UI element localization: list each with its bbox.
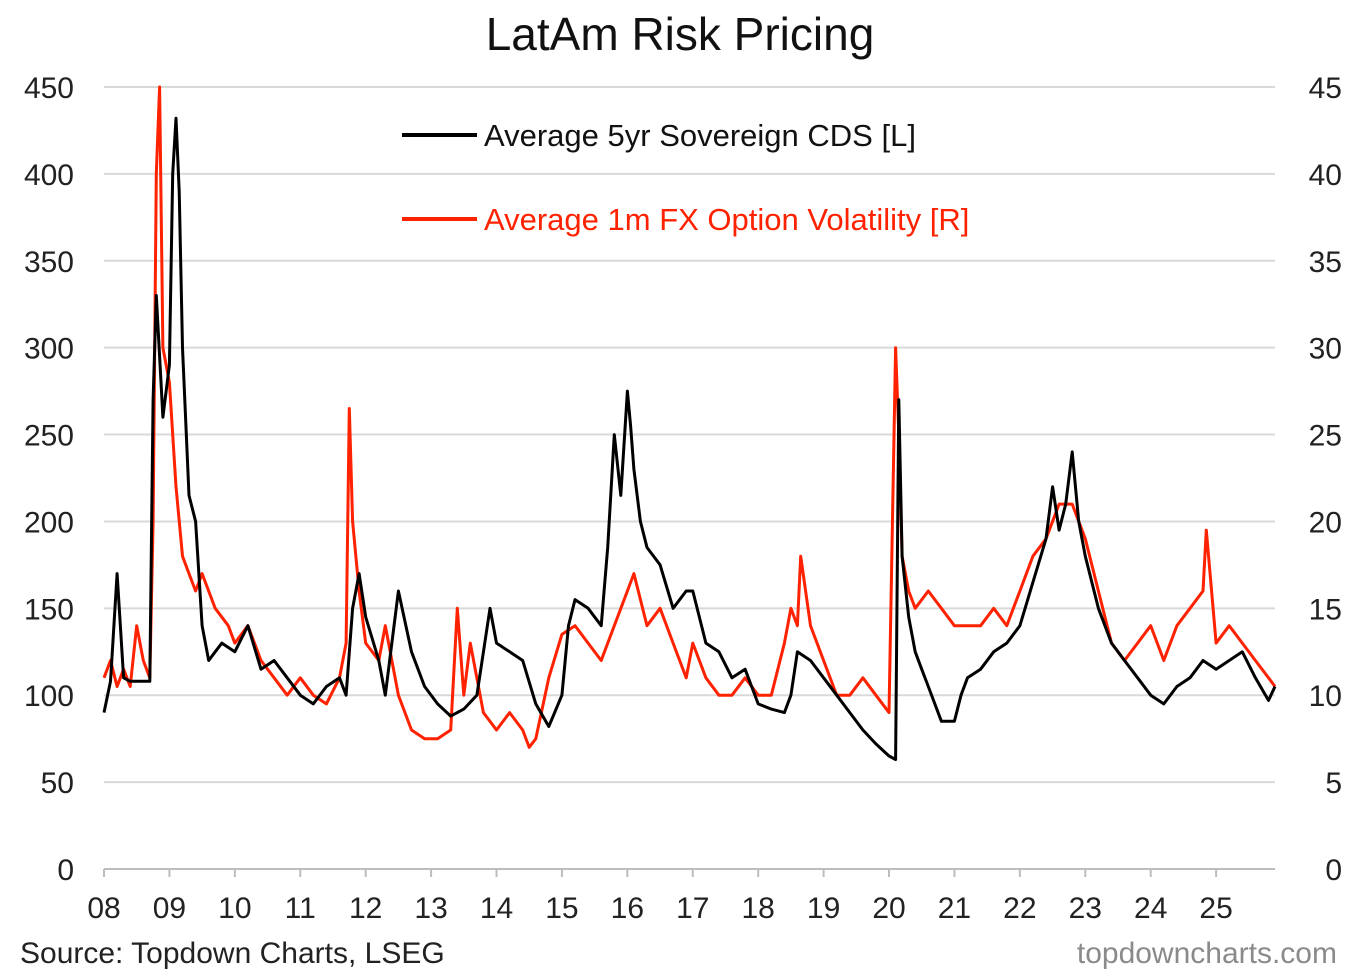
left-tick-label: 50 — [41, 767, 74, 800]
x-tick-label: 15 — [545, 892, 578, 925]
left-tick-label: 450 — [24, 72, 74, 105]
right-tick-label: 15 — [1309, 593, 1342, 626]
x-tick-label: 21 — [938, 892, 971, 925]
x-tick-label: 14 — [480, 892, 513, 925]
x-tick-label: 17 — [676, 892, 709, 925]
left-tick-label: 250 — [24, 420, 74, 453]
right-tick-label: 30 — [1309, 333, 1342, 366]
x-tick-label: 13 — [414, 892, 447, 925]
x-tick-label: 24 — [1134, 892, 1167, 925]
left-tick-label: 100 — [24, 680, 74, 713]
right-tick-label: 35 — [1309, 246, 1342, 279]
x-tick-label: 20 — [872, 892, 905, 925]
left-axis-ticks: 0 50 100 150 200 250 300 350 400 450 — [24, 72, 74, 887]
left-tick-label: 300 — [24, 333, 74, 366]
x-tick-label: 11 — [285, 892, 316, 925]
series-line-cds — [102, 116, 1277, 761]
left-tick-label: 0 — [57, 854, 74, 887]
legend-label-fx-vol: Average 1m FX Option Volatility [R] — [484, 202, 969, 237]
chart-title: LatAm Risk Pricing — [486, 8, 875, 60]
left-tick-label: 150 — [24, 593, 74, 626]
x-tick-label: 18 — [742, 892, 775, 925]
right-tick-label: 10 — [1309, 680, 1342, 713]
x-tick-label: 23 — [1069, 892, 1102, 925]
left-tick-label: 200 — [24, 506, 74, 539]
x-tick-label: 25 — [1199, 892, 1232, 925]
right-tick-label: 20 — [1309, 506, 1342, 539]
x-axis-ticks: 08 09 10 11 12 13 14 15 16 17 18 19 20 21 22 23 24 25 — [87, 868, 1275, 925]
x-tick-label: 16 — [611, 892, 644, 925]
x-tick-label: 12 — [349, 892, 382, 925]
right-axis-ticks: 0 5 10 15 20 25 30 35 40 45 — [1309, 72, 1342, 887]
series-layer — [102, 85, 1277, 761]
right-tick-label: 40 — [1309, 159, 1342, 192]
series-line-fx-vol — [102, 85, 1277, 749]
right-tick-label: 0 — [1325, 854, 1342, 887]
watermark: topdowncharts.com — [1077, 937, 1337, 970]
x-tick-label: 22 — [1003, 892, 1036, 925]
right-tick-label: 5 — [1325, 767, 1342, 800]
legend: Average 5yr Sovereign CDS [L] Average 1m… — [402, 118, 969, 237]
right-tick-label: 25 — [1309, 420, 1342, 453]
source-note: Source: Topdown Charts, LSEG — [20, 937, 445, 970]
x-tick-label: 19 — [807, 892, 840, 925]
x-tick-label: 09 — [153, 892, 186, 925]
x-tick-label: 08 — [87, 892, 120, 925]
x-tick-label: 10 — [218, 892, 251, 925]
left-tick-label: 400 — [24, 159, 74, 192]
gridlines — [104, 86, 1275, 784]
right-tick-label: 45 — [1309, 72, 1342, 105]
left-tick-label: 350 — [24, 246, 74, 279]
legend-label-cds: Average 5yr Sovereign CDS [L] — [484, 118, 916, 153]
